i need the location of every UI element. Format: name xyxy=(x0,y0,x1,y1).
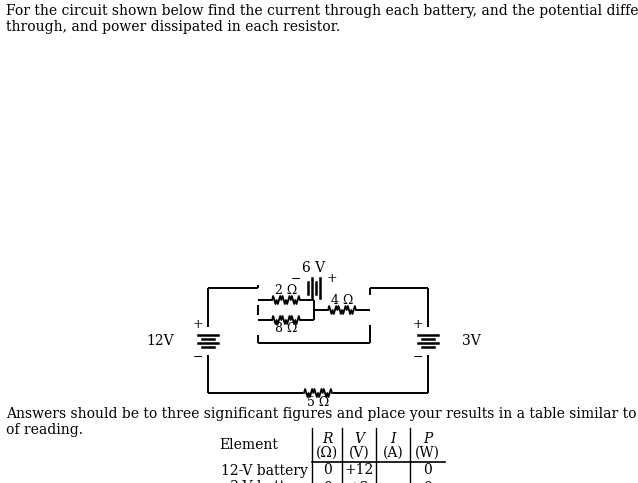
Text: Element: Element xyxy=(219,438,278,452)
Text: I: I xyxy=(390,432,396,446)
Text: 4 Ω: 4 Ω xyxy=(331,295,353,308)
Text: (Ω): (Ω) xyxy=(316,446,338,460)
Text: 0: 0 xyxy=(323,464,331,478)
Text: R: R xyxy=(322,432,332,446)
Text: 3-V battery: 3-V battery xyxy=(230,481,308,483)
Text: P: P xyxy=(423,432,432,446)
Text: −: − xyxy=(291,272,301,285)
Text: 0: 0 xyxy=(323,481,331,483)
Text: 0: 0 xyxy=(423,481,432,483)
Text: +: + xyxy=(327,272,338,285)
Text: (A): (A) xyxy=(383,446,403,460)
Text: (V): (V) xyxy=(348,446,369,460)
Text: 8 Ω: 8 Ω xyxy=(275,323,297,336)
Text: +12: +12 xyxy=(345,464,374,478)
Text: −: − xyxy=(193,351,204,364)
Text: 5 Ω: 5 Ω xyxy=(307,396,329,409)
Text: 0: 0 xyxy=(423,464,432,478)
Text: −: − xyxy=(413,351,423,364)
Text: +: + xyxy=(413,318,423,331)
Text: 2 Ω: 2 Ω xyxy=(275,284,297,298)
Text: +3: +3 xyxy=(349,481,369,483)
Text: For the circuit shown below find the current through each battery, and the poten: For the circuit shown below find the cur… xyxy=(6,4,638,34)
Text: (W): (W) xyxy=(415,446,440,460)
Text: 12V: 12V xyxy=(146,334,174,348)
Text: Answers should be to three significant figures and place your results in a table: Answers should be to three significant f… xyxy=(6,407,638,437)
Text: 6 V: 6 V xyxy=(302,261,325,275)
Text: +: + xyxy=(193,318,204,331)
Text: V: V xyxy=(354,432,364,446)
Text: 3V: 3V xyxy=(462,334,481,348)
Text: 12-V battery: 12-V battery xyxy=(221,464,308,478)
